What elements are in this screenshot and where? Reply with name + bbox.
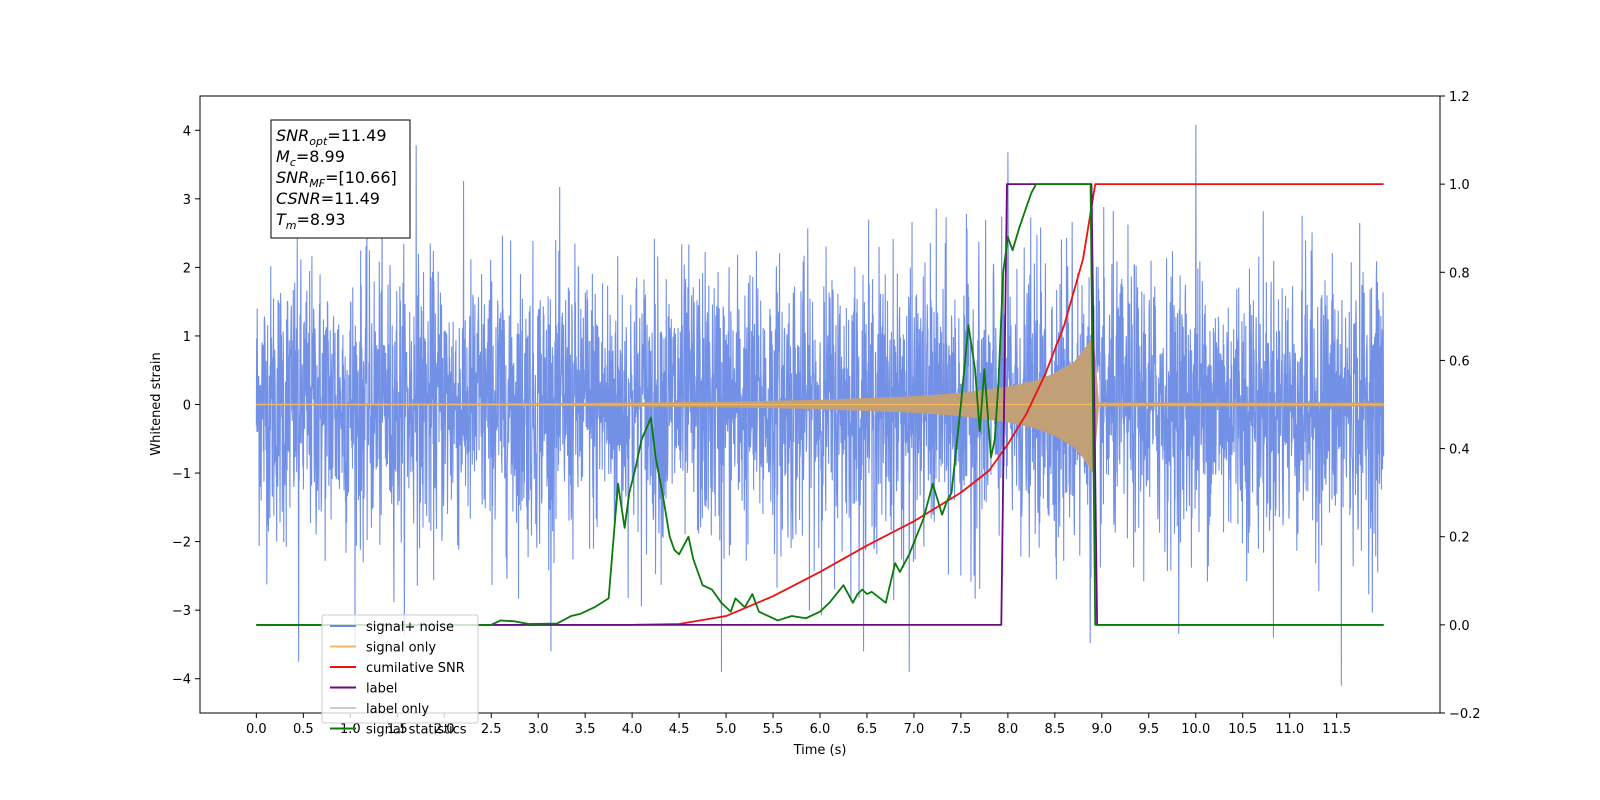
x-tick-label: 9.0: [1091, 722, 1112, 737]
y-axis-ticks: 4 3 2 1 0 −1 −2 −3 −4: [172, 124, 200, 688]
legend-entry: label: [366, 682, 397, 697]
x-tick-label: 11.5: [1322, 722, 1351, 737]
x-axis-label: Time (s): [793, 743, 847, 758]
y2-tick-label: 0.4: [1449, 443, 1470, 458]
x-tick-label: 7.5: [951, 722, 972, 737]
annotation-box: SNRopt=11.49Mc=8.99SNRMF=[10.66]CSNR=11.…: [270, 119, 411, 239]
x-tick-label: 2.0: [434, 722, 455, 737]
series-signal-plus-noise: [255, 124, 1385, 686]
x-tick-label: 6.0: [810, 722, 831, 737]
y2-tick-label: 1.0: [1449, 178, 1470, 193]
legend-entry: label only: [366, 702, 429, 717]
x-tick-label: 0.5: [293, 722, 314, 737]
x-tick-label: 2.5: [481, 722, 502, 737]
y-tick-label: 4: [183, 124, 191, 139]
series-cumilative-snr: [256, 183, 1384, 626]
x-tick-label: 7.0: [904, 722, 925, 737]
annotation-line: Tm=8.93: [276, 210, 346, 232]
annotation-line: SNRopt=11.49: [276, 126, 387, 148]
legend-entry: cumilative SNR: [366, 661, 465, 676]
x-tick-label: 9.5: [1138, 722, 1159, 737]
annotation-line: CSNR=11.49: [276, 189, 380, 208]
x-tick-label: 10.5: [1228, 722, 1257, 737]
x-tick-label: 4.0: [622, 722, 643, 737]
y-axis-label: Whitened strain: [149, 352, 164, 455]
x-tick-label: 0.0: [246, 722, 267, 737]
x-tick-label: 3.5: [575, 722, 596, 737]
x-tick-label: 11.0: [1275, 722, 1304, 737]
y-tick-label: 2: [183, 261, 191, 276]
x-tick-label: 3.0: [528, 722, 549, 737]
y2-tick-label: 0.6: [1449, 354, 1470, 369]
legend-entry: signal only: [366, 641, 436, 656]
x-tick-label: 4.5: [669, 722, 690, 737]
series-signal-statistics: [256, 183, 1384, 626]
x-tick-label: 8.0: [998, 722, 1019, 737]
y-tick-label: −3: [172, 604, 191, 619]
y-tick-label: 1: [183, 330, 191, 345]
y-tick-label: −4: [172, 673, 191, 688]
y-tick-label: 0: [183, 399, 191, 414]
legend: signal+ noise signal only cumilative SNR la…: [321, 614, 479, 738]
x-tick-label: 5.0: [716, 722, 737, 737]
y2-tick-label: 1.2: [1449, 90, 1470, 105]
annotation-line: SNRMF=[10.66]: [276, 168, 397, 190]
legend-entry: signal statistics: [366, 723, 467, 738]
y2-tick-label: −0.2: [1449, 707, 1481, 722]
x-tick-label: 10.0: [1181, 722, 1210, 737]
y2-tick-label: 0.8: [1449, 266, 1470, 281]
y2-axis-ticks: 1.2 1.0 0.8 0.6 0.4 0.2 0.0 −0.2: [1440, 90, 1481, 722]
x-tick-label: 8.5: [1045, 722, 1066, 737]
x-tick-label: 6.5: [857, 722, 878, 737]
y-tick-label: 3: [183, 193, 191, 208]
y-tick-label: −2: [172, 536, 191, 551]
annotation-line: Mc=8.99: [276, 147, 345, 169]
x-axis-ticks: 0.00.51.01.52.02.53.03.54.04.55.05.56.06…: [246, 713, 1351, 737]
x-tick-label: 5.5: [763, 722, 784, 737]
legend-entry: signal+ noise: [366, 620, 454, 635]
plot-area: [255, 124, 1385, 686]
y2-tick-label: 0.0: [1449, 619, 1470, 634]
y-tick-label: −1: [172, 467, 191, 482]
y2-tick-label: 0.2: [1449, 531, 1470, 546]
x-tick-label: 1.5: [387, 722, 408, 737]
